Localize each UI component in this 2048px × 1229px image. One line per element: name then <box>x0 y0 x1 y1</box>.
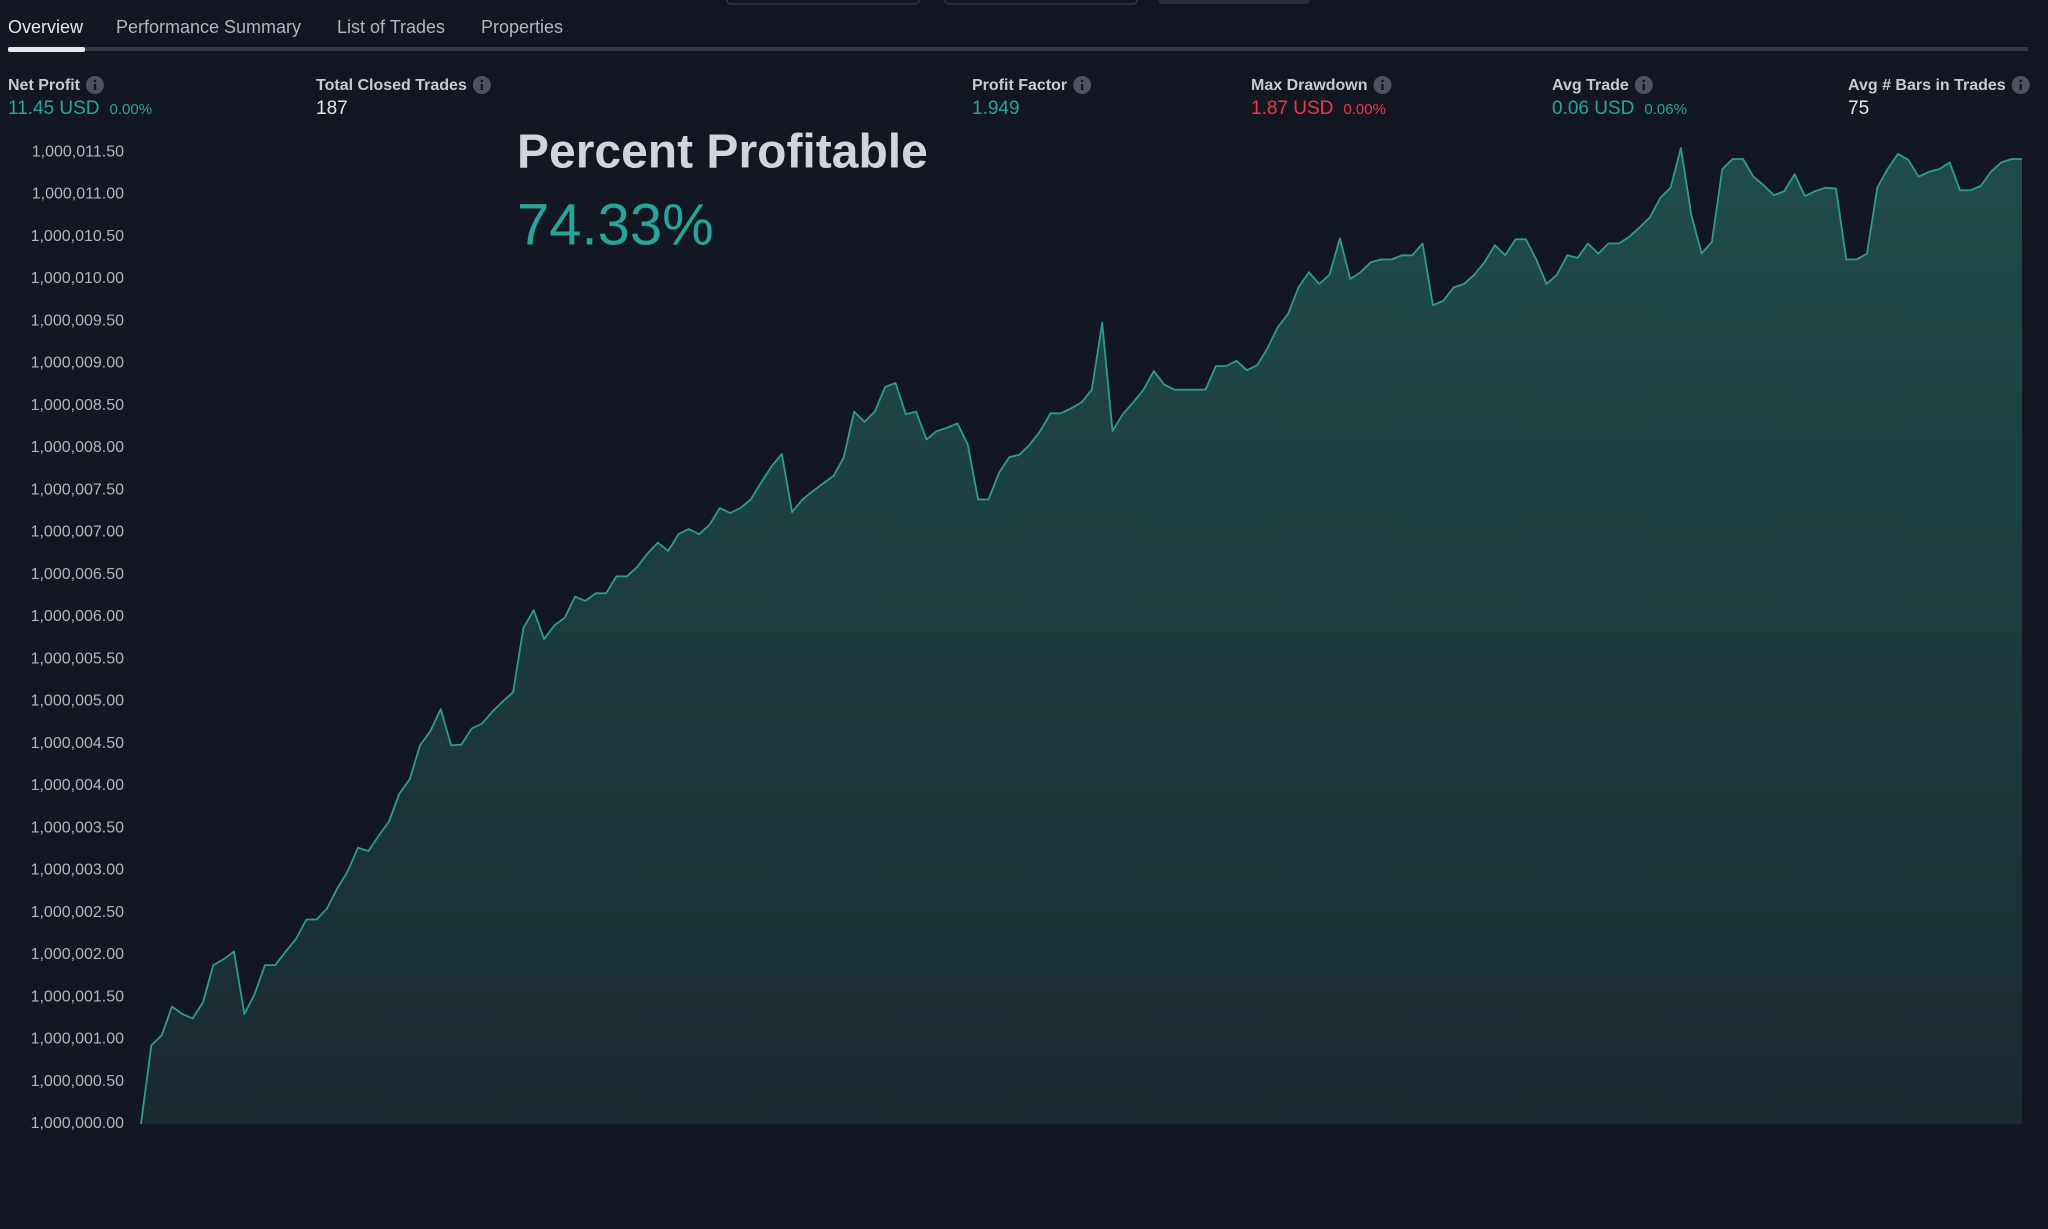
y-tick-label: 1,000,003.00 <box>31 862 125 879</box>
y-tick-label: 1,000,003.50 <box>31 819 125 836</box>
y-tick-label: 1,000,010.00 <box>31 270 125 287</box>
metric-percent: 0.00% <box>1343 101 1386 118</box>
info-icon-dot <box>1642 79 1646 83</box>
metric-percent: 0.06% <box>1644 101 1687 118</box>
metric-value: 1.87 USD 0.00% <box>1251 98 1386 120</box>
y-tick-label: 1,000,005.50 <box>31 650 125 667</box>
toolbar-button[interactable] <box>944 0 1138 5</box>
y-tick-label: 1,000,004.50 <box>31 735 125 752</box>
y-tick-label: 1,000,007.00 <box>31 524 125 541</box>
y-tick-label: 1,000,000.00 <box>31 1115 125 1132</box>
info-icon-bar <box>1080 84 1084 90</box>
metric-value: 75 <box>1848 98 1869 120</box>
tab-rail <box>8 47 2028 51</box>
tab[interactable]: Overview <box>8 17 84 37</box>
metric-percent: 0.00% <box>109 101 153 118</box>
metric-amount: 11.45 USD <box>8 98 100 119</box>
info-icon-bar <box>1642 84 1645 90</box>
y-tick-label: 1,000,011.00 <box>32 186 124 203</box>
active-tab-indicator <box>8 47 85 52</box>
metric-value: 1.949 <box>972 98 1020 120</box>
info-icon-bar <box>93 84 97 90</box>
info-icon-bar <box>2019 84 2022 90</box>
y-tick-label: 1,000,007.50 <box>31 481 125 498</box>
y-tick-label: 1,000,005.00 <box>31 693 125 710</box>
metric-amount: 75 <box>1848 98 1870 119</box>
overlay-value: 74.33% <box>517 192 714 257</box>
toolbar-button[interactable] <box>726 0 920 5</box>
metric-amount: 187 <box>316 98 348 119</box>
tab[interactable]: Performance Summary <box>116 17 302 37</box>
info-icon-dot <box>2019 79 2023 83</box>
y-tick-label: 1,000,001.00 <box>31 1031 125 1048</box>
metric-label: Max Drawdown <box>1251 77 1368 94</box>
metric-label: Avg # Bars in Trades <box>1848 77 2006 94</box>
y-tick-label: 1,000,008.00 <box>31 439 125 456</box>
y-tick-label: 1,000,006.00 <box>31 608 125 625</box>
y-tick-label: 1,000,011.50 <box>32 143 124 160</box>
y-tick-label: 1,000,002.50 <box>31 904 125 921</box>
y-tick-label: 1,000,001.50 <box>31 988 125 1005</box>
equity-line <box>140 147 2022 1125</box>
metric-label: Profit Factor <box>972 77 1068 94</box>
area-fill <box>141 148 2022 1124</box>
info-icon-dot <box>1080 79 1084 83</box>
toolbar-button[interactable] <box>1158 0 1310 4</box>
info-icon-bar <box>1381 84 1384 90</box>
metric-label: Total Closed Trades <box>316 77 467 94</box>
y-tick-label: 1,000,006.50 <box>31 566 125 583</box>
tab[interactable]: List of Trades <box>337 17 446 37</box>
metric-amount: 1.949 <box>972 98 1020 119</box>
metric-amount: 0.06 USD <box>1552 98 1635 119</box>
y-tick-label: 1,000,009.00 <box>31 355 125 372</box>
y-tick-label: 1,000,008.50 <box>31 397 125 414</box>
metric-label: Net Profit <box>8 77 80 94</box>
tab[interactable]: Properties <box>481 17 564 37</box>
y-tick-label: 1,000,000.50 <box>31 1073 125 1090</box>
info-icon-bar <box>480 84 484 90</box>
metric-value: 0.06 USD 0.06% <box>1552 98 1687 120</box>
y-tick-label: 1,000,004.00 <box>31 777 125 794</box>
overlay-title: Percent Profitable <box>517 126 928 179</box>
metric-amount: 1.87 USD <box>1251 98 1334 119</box>
info-icon-dot <box>480 79 484 83</box>
y-tick-label: 1,000,002.00 <box>31 946 125 963</box>
y-tick-label: 1,000,010.50 <box>31 228 125 245</box>
y-tick-label: 1,000,009.50 <box>31 312 125 329</box>
info-icon-dot <box>1381 79 1384 83</box>
metric-label: Avg Trade <box>1552 77 1629 94</box>
metric-value: 187 <box>316 98 348 120</box>
metric-value: 11.45 USD 0.00% <box>8 98 152 120</box>
info-icon-dot <box>93 79 97 83</box>
